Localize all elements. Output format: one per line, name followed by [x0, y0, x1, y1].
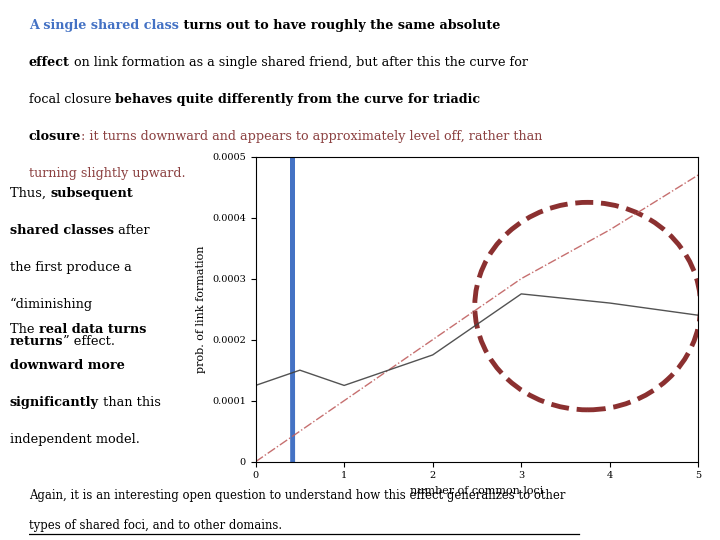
Text: : it turns downward and appears to approximately level off, rather than: : it turns downward and appears to appro…: [81, 130, 543, 143]
Text: independent model.: independent model.: [10, 433, 140, 446]
Text: A single shared class: A single shared class: [29, 19, 179, 32]
Text: significantly: significantly: [10, 396, 99, 409]
Text: The: The: [10, 323, 39, 336]
Text: focal closure: focal closure: [29, 93, 115, 106]
Text: behaves quite differently from the curve for triadic: behaves quite differently from the curve…: [115, 93, 480, 106]
Text: than this: than this: [99, 396, 161, 409]
Text: returns: returns: [10, 335, 63, 348]
Text: real data turns: real data turns: [39, 323, 146, 336]
Text: after: after: [114, 224, 150, 237]
Text: “diminishing: “diminishing: [10, 298, 93, 310]
Text: the first produce a: the first produce a: [10, 261, 132, 274]
Text: Thus,: Thus,: [10, 187, 50, 200]
Text: closure: closure: [29, 130, 81, 143]
X-axis label: number of common loci: number of common loci: [410, 486, 544, 496]
Text: on link formation as a single shared friend, but after this the curve for: on link formation as a single shared fri…: [70, 56, 528, 69]
Text: ” effect.: ” effect.: [63, 335, 115, 348]
Text: turning slightly upward.: turning slightly upward.: [29, 167, 186, 180]
Text: shared classes: shared classes: [10, 224, 114, 237]
Text: downward more: downward more: [10, 360, 125, 373]
Text: Again, it is an interesting open question to understand how this effect generali: Again, it is an interesting open questio…: [29, 489, 565, 502]
Text: effect: effect: [29, 56, 70, 69]
Text: types of shared foci, and to other domains.: types of shared foci, and to other domai…: [29, 518, 282, 532]
Y-axis label: prob. of link formation: prob. of link formation: [197, 245, 207, 373]
Text: turns out to have roughly the same absolute: turns out to have roughly the same absol…: [179, 19, 500, 32]
Text: subsequent: subsequent: [50, 187, 132, 200]
